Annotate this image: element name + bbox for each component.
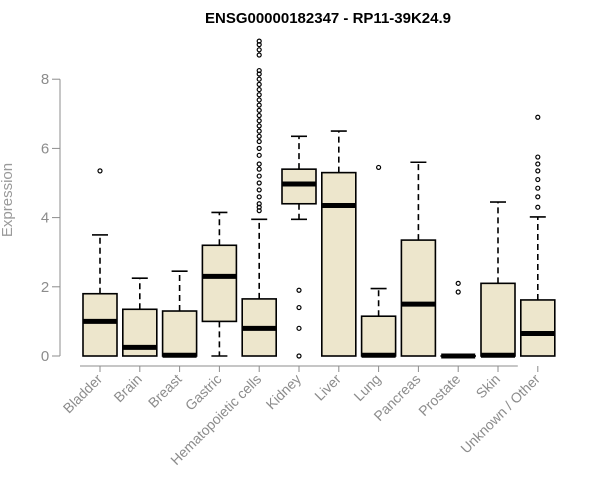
outlier-point	[296, 353, 302, 359]
box-body	[480, 282, 516, 357]
y-tick-label: 4	[41, 210, 49, 227]
outlier-point	[256, 118, 262, 124]
outlier-point	[256, 76, 262, 82]
outlier-point	[256, 173, 262, 179]
y-axis-label: Expression	[0, 163, 16, 237]
outlier-point	[256, 52, 262, 58]
box-bladder	[82, 168, 118, 357]
box-body	[400, 239, 437, 357]
outlier-point	[256, 38, 262, 44]
outlier-point	[535, 176, 541, 183]
outlier-point	[256, 145, 262, 151]
outlier-point	[256, 86, 262, 93]
box-lung	[360, 164, 397, 358]
box-kidney	[281, 135, 317, 359]
outlier-point	[256, 97, 262, 103]
box-unknown-other	[519, 114, 556, 357]
box-breast	[161, 270, 198, 358]
outlier-point	[535, 154, 541, 160]
boxes-layer	[82, 38, 556, 359]
outlier-point	[535, 194, 541, 200]
outlier-point	[256, 166, 262, 172]
box-pancreas	[400, 161, 437, 357]
outlier-point	[256, 67, 262, 74]
outlier-point	[256, 47, 262, 53]
x-tick-label: Prostate	[415, 371, 463, 419]
box-body	[82, 292, 118, 357]
outlier-point	[376, 164, 382, 171]
outlier-point	[535, 168, 541, 174]
outlier-point	[256, 102, 262, 108]
outlier-point	[256, 123, 262, 129]
box-body	[201, 244, 238, 323]
box-body	[161, 310, 198, 357]
box-skin	[480, 201, 516, 358]
y-axis: 0 2 4 6 8	[41, 71, 61, 365]
chart-title: ENSG00000182347 - RP11-39K24.9	[205, 10, 451, 27]
box-brain	[122, 277, 158, 357]
outlier-point	[256, 107, 262, 113]
x-tick-label: Brain	[110, 371, 144, 405]
y-tick-label: 6	[41, 140, 49, 157]
outlier-point	[97, 168, 103, 174]
outlier-point	[256, 152, 262, 158]
box-prostate	[440, 280, 477, 359]
box-body	[360, 315, 397, 357]
outlier-point	[256, 201, 262, 207]
outlier-point	[535, 114, 541, 120]
outlier-point	[256, 133, 262, 139]
outlier-point	[256, 138, 262, 145]
x-tick-label: Liver	[311, 371, 344, 404]
outlier-point	[256, 187, 262, 193]
box-hematopoietic-cells	[241, 38, 277, 357]
x-tick-label: Skin	[473, 371, 504, 402]
outlier-point	[256, 194, 262, 200]
box-body	[320, 171, 357, 357]
outlier-point	[256, 92, 262, 98]
outlier-point	[535, 185, 541, 191]
outlier-point	[256, 112, 262, 119]
outlier-point	[535, 161, 541, 167]
box-liver	[320, 130, 357, 357]
outlier-point	[256, 180, 262, 186]
x-tick-label: Lung	[350, 371, 383, 404]
box-gastric	[201, 211, 238, 357]
y-tick-label: 0	[41, 348, 49, 365]
outlier-point	[455, 289, 461, 295]
outlier-point	[455, 280, 461, 286]
outlier-point	[296, 287, 302, 293]
x-tick-label: Breast	[145, 371, 185, 411]
y-tick-label: 2	[41, 279, 49, 296]
outlier-point	[296, 325, 302, 331]
y-tick-label: 8	[41, 71, 49, 88]
outlier-point	[296, 304, 302, 311]
x-tick-label: Kidney	[263, 371, 305, 413]
box-body	[519, 299, 556, 357]
outlier-point	[535, 204, 541, 210]
outlier-point	[256, 161, 262, 167]
x-tick-label: Bladder	[60, 371, 106, 417]
outlier-point	[256, 128, 262, 134]
outlier-point	[256, 81, 262, 87]
